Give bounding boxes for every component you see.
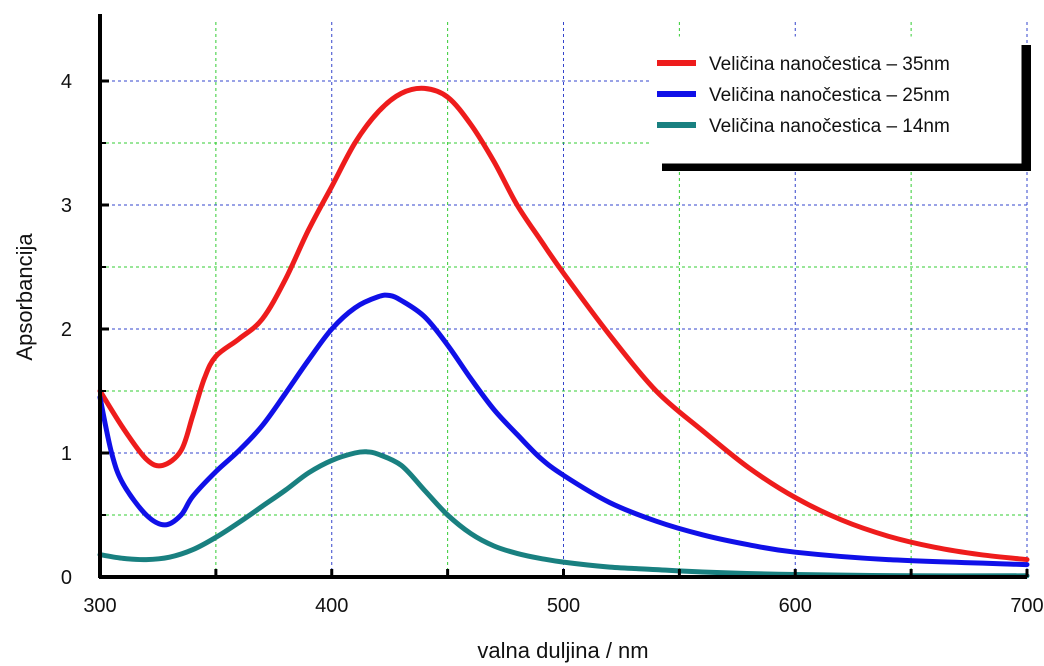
axes: [98, 14, 1029, 579]
x-tick-label: 700: [1010, 595, 1043, 617]
x-tick-label: 500: [547, 595, 580, 617]
legend-entry-14nm: Veličina nanočestica – 14nm: [657, 116, 950, 137]
tick-labels: 300 400 500 600 700 0 1 2 3 4: [61, 71, 1044, 617]
legend-box: [651, 36, 1022, 164]
legend-label: Veličina nanočestica – 35nm: [709, 54, 950, 75]
grid: [100, 19, 1028, 577]
y-tick-label: 0: [61, 567, 72, 589]
legend-label: Veličina nanočestica – 14nm: [709, 116, 950, 137]
series-lines: [97, 85, 1030, 579]
y-tick-label: 2: [61, 319, 72, 341]
x-tick-label: 600: [779, 595, 812, 617]
x-tick-label: 400: [315, 595, 348, 617]
legend-entry-25nm: Veličina nanočestica – 25nm: [657, 85, 950, 106]
legend-entry-35nm: Veličina nanočestica – 35nm: [657, 54, 950, 75]
series-line-35nm: [97, 85, 1030, 563]
y-tick-label: 1: [61, 443, 72, 465]
legend-label: Veličina nanočestica – 25nm: [709, 85, 950, 106]
y-tick-label: 3: [61, 195, 72, 217]
y-axis-title: Apsorbancija: [12, 233, 37, 361]
x-axis-title: valna duljina / nm: [477, 638, 648, 663]
x-tick-label: 300: [83, 595, 116, 617]
series-line-25nm: [97, 292, 1030, 568]
y-tick-label: 4: [61, 71, 72, 93]
legend: Veličina nanočestica – 35nm Veličina nano…: [651, 36, 1031, 171]
series-line-14nm: [97, 449, 1030, 579]
